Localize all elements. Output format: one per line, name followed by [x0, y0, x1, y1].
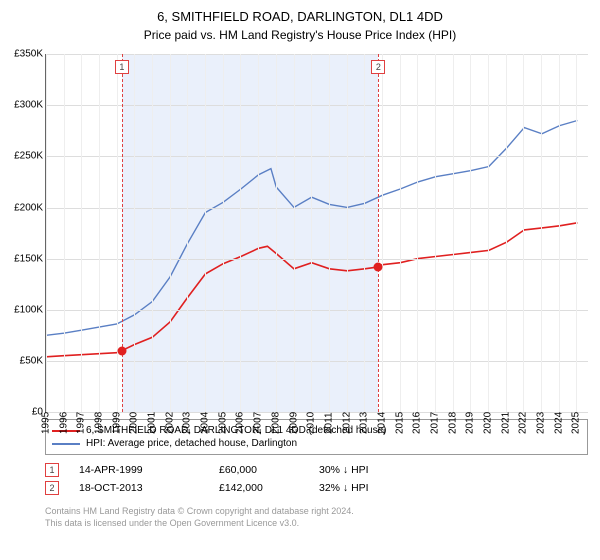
sale-dot-1	[117, 346, 126, 355]
x-axis-label: 2015	[394, 412, 405, 434]
x-axis-label: 2012	[341, 412, 352, 434]
x-axis-label: 2001	[147, 412, 158, 434]
x-axis-label: 1997	[76, 412, 87, 434]
x-axis-label: 2005	[217, 412, 228, 434]
x-axis-label: 2019	[465, 412, 476, 434]
y-axis-label: £150K	[14, 253, 46, 264]
x-axis-label: 2021	[500, 412, 511, 434]
x-axis-label: 2017	[429, 412, 440, 434]
x-axis-label: 2008	[270, 412, 281, 434]
x-axis-label: 1995	[41, 412, 52, 434]
legend-row: HPI: Average price, detached house, Darl…	[52, 437, 581, 450]
x-axis-label: 2002	[164, 412, 175, 434]
sale-row: 218-OCT-2013£142,00032% ↓ HPI	[45, 479, 588, 497]
x-axis-label: 2023	[536, 412, 547, 434]
x-axis-label: 2013	[359, 412, 370, 434]
x-axis-label: 2003	[182, 412, 193, 434]
x-axis-label: 2000	[129, 412, 140, 434]
x-axis-label: 2004	[200, 412, 211, 434]
x-axis-label: 2018	[447, 412, 458, 434]
x-axis-label: 2009	[288, 412, 299, 434]
sales-table: 114-APR-1999£60,00030% ↓ HPI218-OCT-2013…	[45, 461, 588, 497]
x-axis-label: 2006	[235, 412, 246, 434]
price-chart: £0£50K£100K£150K£200K£250K£300K£350K1995…	[45, 54, 588, 413]
x-axis-label: 2020	[482, 412, 493, 434]
y-axis-label: £300K	[14, 100, 46, 111]
y-axis-label: £350K	[14, 49, 46, 60]
x-axis-label: 2014	[376, 412, 387, 434]
sale-marker-1: 1	[115, 60, 129, 74]
x-axis-label: 2016	[412, 412, 423, 434]
y-axis-label: £100K	[14, 304, 46, 315]
y-axis-label: £250K	[14, 151, 46, 162]
y-axis-label: £50K	[20, 356, 46, 367]
y-axis-label: £200K	[14, 202, 46, 213]
chart-subtitle: Price paid vs. HM Land Registry's House …	[0, 26, 600, 42]
x-axis-label: 1996	[58, 412, 69, 434]
sale-row: 114-APR-1999£60,00030% ↓ HPI	[45, 461, 588, 479]
sale-dot-2	[374, 262, 383, 271]
x-axis-label: 2024	[553, 412, 564, 434]
x-axis-label: 1998	[94, 412, 105, 434]
chart-title: 6, SMITHFIELD ROAD, DARLINGTON, DL1 4DD	[0, 0, 600, 26]
chart-lines	[46, 54, 588, 412]
footer-attribution: Contains HM Land Registry data © Crown c…	[45, 505, 588, 529]
x-axis-label: 2007	[253, 412, 264, 434]
x-axis-label: 2025	[571, 412, 582, 434]
x-axis-label: 2010	[306, 412, 317, 434]
x-axis-label: 1999	[111, 412, 122, 434]
x-axis-label: 2022	[518, 412, 529, 434]
sale-marker-2: 2	[371, 60, 385, 74]
x-axis-label: 2011	[323, 413, 334, 435]
